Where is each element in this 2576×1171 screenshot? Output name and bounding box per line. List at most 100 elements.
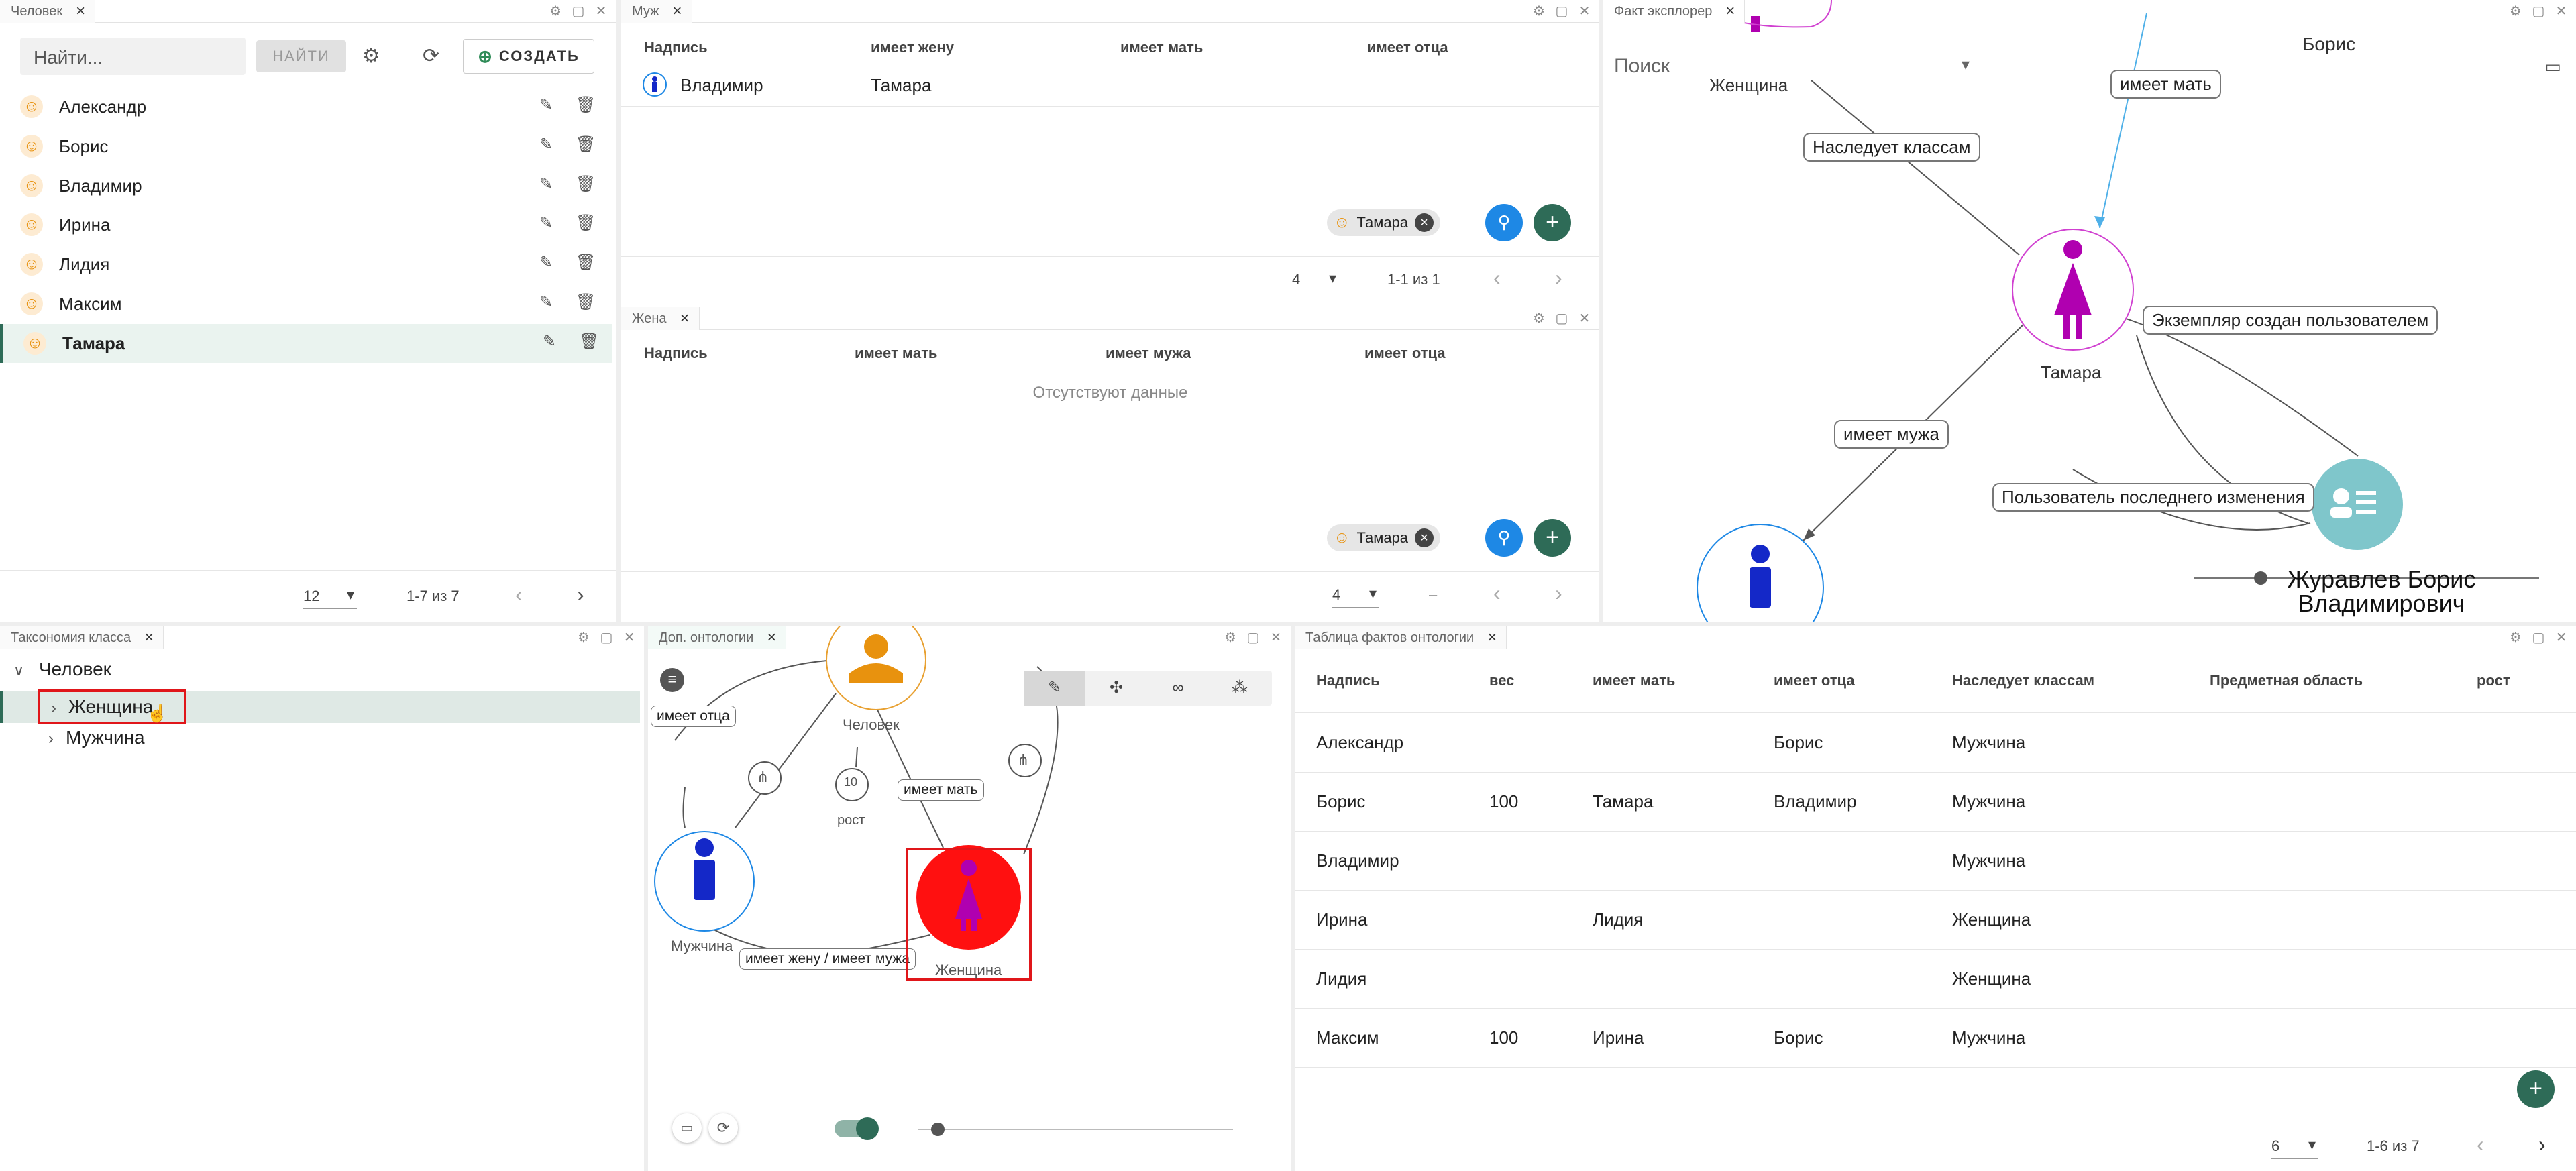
cancel-icon[interactable]: × [1415,213,1434,232]
prev-page-icon[interactable]: ‹ [1493,581,1501,605]
settings-icon[interactable]: ⚙ [578,630,590,645]
table-row[interactable]: Максим 100 Ирина Борис Мужчина [1295,1009,2576,1068]
maximize-icon[interactable]: ▢ [600,630,613,645]
maximize-icon[interactable]: ▢ [1555,311,1568,326]
filter-chip[interactable]: ☺ Тамара × [1327,209,1441,236]
tab-taxonomy[interactable]: Таксономия класса × [0,626,164,649]
close-icon[interactable]: ✕ [623,630,635,645]
next-page-icon[interactable]: › [2538,1132,2546,1156]
edit-icon[interactable]: ✎ [539,96,553,114]
page-size-select[interactable]: 6 ▾ [2271,1136,2318,1159]
edge-label[interactable]: Пользователь последнего изменения [1992,483,2314,512]
column-header[interactable]: Надпись [644,345,708,361]
settings-icon[interactable]: ⚙ [2510,630,2522,645]
close-icon[interactable]: × [1487,628,1497,647]
edge-label[interactable]: имеет мать [2110,70,2221,99]
column-header[interactable]: рост [2477,672,2510,689]
next-page-icon[interactable]: › [577,582,584,606]
list-item[interactable]: ☺ Тамара ✎ 🗑 [0,323,612,363]
list-item[interactable]: ☺ Максим ✎ 🗑 [0,284,612,323]
maximize-icon[interactable]: ▢ [2532,630,2545,645]
settings-icon[interactable]: ⚙ [2510,4,2522,19]
chevron-down-icon[interactable]: ∨ [13,662,25,679]
tab-wife[interactable]: Жена × [621,307,700,330]
close-icon[interactable]: ✕ [595,4,607,19]
page-size-select[interactable]: 12 ▾ [303,586,357,609]
delete-icon[interactable]: 🗑 [579,332,600,351]
next-page-icon[interactable]: › [1555,581,1562,605]
tree-node-man[interactable]: › Мужчина [48,727,145,748]
chevron-right-icon[interactable]: › [48,730,54,748]
explorer-graph[interactable] [1603,0,2576,622]
edit-icon[interactable]: ✎ [543,332,557,351]
edge-label[interactable]: Наследует классам [1803,133,1980,162]
column-header[interactable]: Предметная область [2210,672,2363,689]
settings-icon[interactable]: ⚙ [549,4,561,19]
delete-icon[interactable]: 🗑 [576,135,596,154]
refresh-icon[interactable]: ⟳ [423,45,440,67]
list-item[interactable]: ☺ Александр ✎ 🗑 [0,87,612,126]
menu-icon[interactable]: ≡ [660,668,684,692]
cancel-icon[interactable]: × [1415,528,1434,547]
add-button[interactable]: + [2517,1070,2555,1108]
tab-facts-table[interactable]: Таблица фактов онтологии × [1295,626,1507,649]
edit-icon[interactable]: ✎ [539,293,553,311]
settings-icon[interactable]: ⚙ [1533,4,1545,19]
table-row[interactable]: Ирина Лидия Женщина [1295,891,2576,950]
list-item[interactable]: ☺ Лидия ✎ 🗑 [0,245,612,284]
table-row[interactable]: Владимир Тамара [621,67,1599,106]
table-row[interactable]: Владимир Мужчина [1295,832,2576,891]
ontology-graph[interactable] [648,626,1291,1171]
refresh-button[interactable]: ⟳ [708,1113,738,1143]
column-header[interactable]: Наследует классам [1952,672,2095,689]
page-size-select[interactable]: 4 ▾ [1332,585,1379,608]
clear-filter-button[interactable]: ⚲ [1485,204,1523,241]
edge-label[interactable]: имеет отца [651,706,736,727]
delete-icon[interactable]: 🗑 [576,214,596,233]
column-header[interactable]: имеет отца [1364,345,1446,361]
next-page-icon[interactable]: › [1555,266,1562,290]
table-row[interactable]: Александр Борис Мужчина [1295,714,2576,773]
edge-label[interactable]: имеет мать [898,779,984,801]
close-icon[interactable]: × [680,309,690,327]
edit-icon[interactable]: ✎ [539,214,553,233]
column-header[interactable]: имеет мужа [1106,345,1191,361]
find-button[interactable]: НАЙТИ [256,40,346,72]
settings-icon[interactable]: ⚙ [1224,630,1236,645]
edit-icon[interactable]: ✎ [539,174,553,193]
maximize-icon[interactable]: ▢ [2532,4,2545,19]
close-icon[interactable]: ✕ [2555,4,2567,19]
add-button[interactable]: + [1534,204,1571,241]
close-icon[interactable]: ✕ [2555,630,2567,645]
slider-thumb[interactable] [931,1123,945,1136]
column-header[interactable]: Надпись [1316,672,1380,689]
table-row[interactable]: Борис 100 Тамара Владимир Мужчина [1295,773,2576,832]
zoom-slider[interactable] [918,1123,1233,1136]
tab-fact-explorer[interactable]: Факт эксплорер × [1603,0,1746,23]
settings-icon[interactable]: ⚙ [362,45,380,67]
table-row[interactable]: Лидия Женщина [1295,950,2576,1009]
edit-icon[interactable]: ✎ [539,135,553,154]
close-icon[interactable]: × [672,2,682,20]
tree-node-root[interactable]: ∨ Человек [13,659,111,680]
create-button[interactable]: ⊕ СОЗДАТЬ [463,39,594,74]
tab-husband[interactable]: Муж × [621,0,692,23]
list-item[interactable]: ☺ Владимир ✎ 🗑 [0,166,612,205]
column-header[interactable]: имеет отца [1774,672,1855,689]
layout-mode-button[interactable]: ⁂ [1232,679,1248,697]
hierarchy-icon[interactable] [748,761,782,795]
close-icon[interactable]: × [144,628,154,647]
close-icon[interactable]: × [767,628,777,647]
edit-mode-button[interactable]: ✎ [1024,671,1085,706]
view-mode-button[interactable]: ∞ [1172,679,1184,697]
delete-icon[interactable]: 🗑 [576,293,596,311]
add-button[interactable]: + [1534,519,1571,557]
move-mode-button[interactable]: ✣ [1109,679,1124,697]
prev-page-icon[interactable]: ‹ [1493,266,1501,290]
close-icon[interactable]: ✕ [1578,4,1591,19]
tree-node-woman[interactable]: › Женщина [38,689,186,724]
tab-ontology[interactable]: Доп. онтологии × [648,626,787,649]
delete-icon[interactable]: 🗑 [576,254,596,272]
delete-icon[interactable]: 🗑 [576,96,596,114]
hierarchy-icon[interactable] [1008,744,1042,777]
